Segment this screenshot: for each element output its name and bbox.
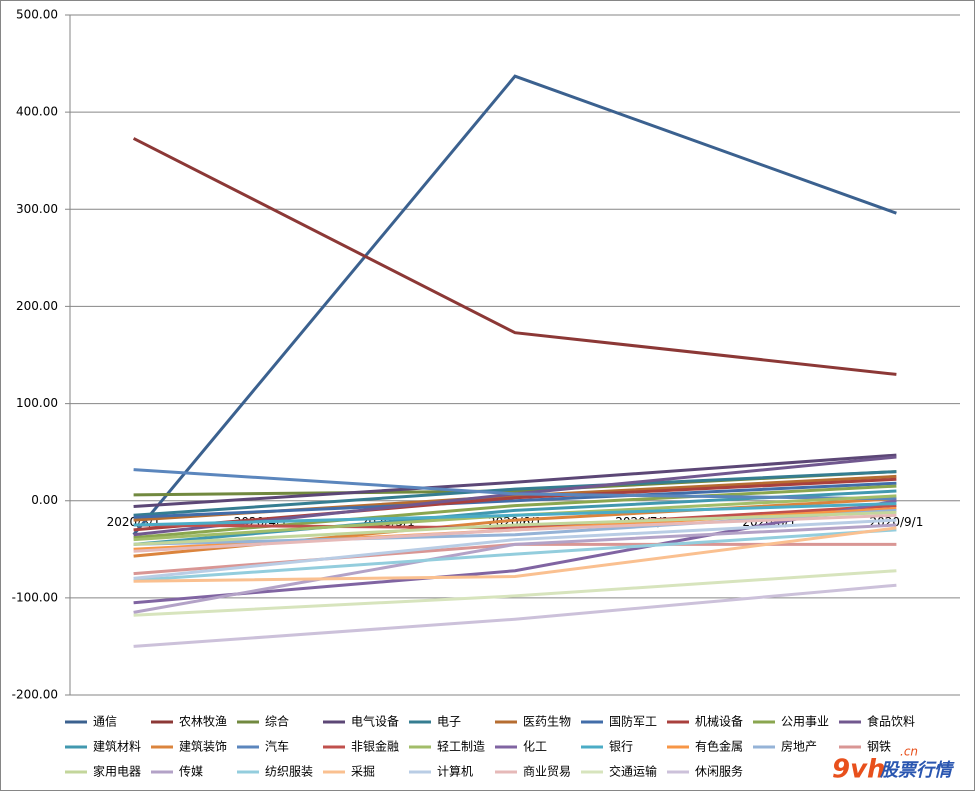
series-line — [133, 569, 897, 617]
legend-label: 建筑装饰 — [179, 739, 227, 754]
series-line — [133, 468, 897, 501]
legend-label: 食品饮料 — [867, 714, 915, 729]
series-line — [132, 137, 897, 376]
series-line — [133, 528, 897, 582]
legend-label: 采掘 — [351, 764, 375, 779]
series-line — [133, 470, 897, 517]
legend-label: 汽车 — [265, 739, 289, 754]
legend-label: 计算机 — [437, 764, 473, 779]
legend-label: 传媒 — [179, 764, 203, 779]
legend-label: 休闲服务 — [695, 764, 743, 779]
y-tick-label: 500.00 — [16, 8, 58, 22]
series-line — [133, 499, 897, 605]
series-line — [133, 453, 897, 508]
legend-label: 纺织服装 — [265, 765, 313, 779]
legend-label: 非银金融 — [351, 739, 399, 754]
series-line — [133, 523, 897, 614]
legend-label: 通信 — [93, 715, 117, 729]
legend-label: 房地产 — [781, 739, 817, 754]
watermark-logo: 9vh — [832, 755, 886, 785]
legend-label: 建筑材料 — [93, 739, 141, 754]
legend-label: 电气设备 — [351, 714, 399, 729]
series-line — [133, 518, 897, 580]
series-line — [133, 481, 897, 519]
legend-label: 家用电器 — [93, 764, 141, 779]
legend-label: 农林牧渔 — [179, 715, 227, 729]
y-tick-label: 200.00 — [16, 299, 58, 313]
series-line — [133, 513, 897, 553]
legend-label: 综合 — [265, 714, 289, 729]
y-tick-label: 400.00 — [16, 105, 58, 119]
series-line — [133, 508, 897, 546]
watermark-text: 股票行情 — [879, 760, 955, 781]
y-tick-label: 100.00 — [16, 396, 58, 410]
series-line — [133, 583, 897, 648]
legend-label: 公用事业 — [781, 715, 829, 729]
y-tick-label: -100.00 — [12, 590, 58, 604]
series-line — [133, 502, 897, 527]
y-tick-label: -200.00 — [12, 688, 58, 702]
watermark-domain: .cn — [900, 745, 918, 759]
series-line — [133, 477, 897, 532]
legend-label: 银行 — [609, 740, 633, 754]
legend-label: 机械设备 — [695, 714, 743, 729]
series-line — [133, 504, 897, 530]
y-tick-label: 0.00 — [31, 493, 58, 507]
plot: -200.00 -100.00 0.00 100.00 200.00 300.00 400.… — [12, 8, 960, 779]
legend-label: 电子 — [437, 715, 461, 729]
y-tick-label: 300.00 — [16, 202, 58, 216]
legend-label: 钢铁 — [867, 740, 891, 754]
legend-label: 交通运输 — [609, 764, 657, 779]
legend-label: 商业贸易 — [523, 764, 571, 779]
legend-label: 化工 — [523, 740, 547, 754]
legend-label: 轻工制造 — [437, 740, 485, 754]
legend-label: 医药生物 — [523, 715, 571, 729]
legend-label: 国防军工 — [609, 714, 657, 729]
series-line — [133, 510, 897, 546]
legend-label: 有色金属 — [695, 739, 743, 754]
series-line — [132, 74, 897, 536]
series-line — [133, 526, 897, 583]
